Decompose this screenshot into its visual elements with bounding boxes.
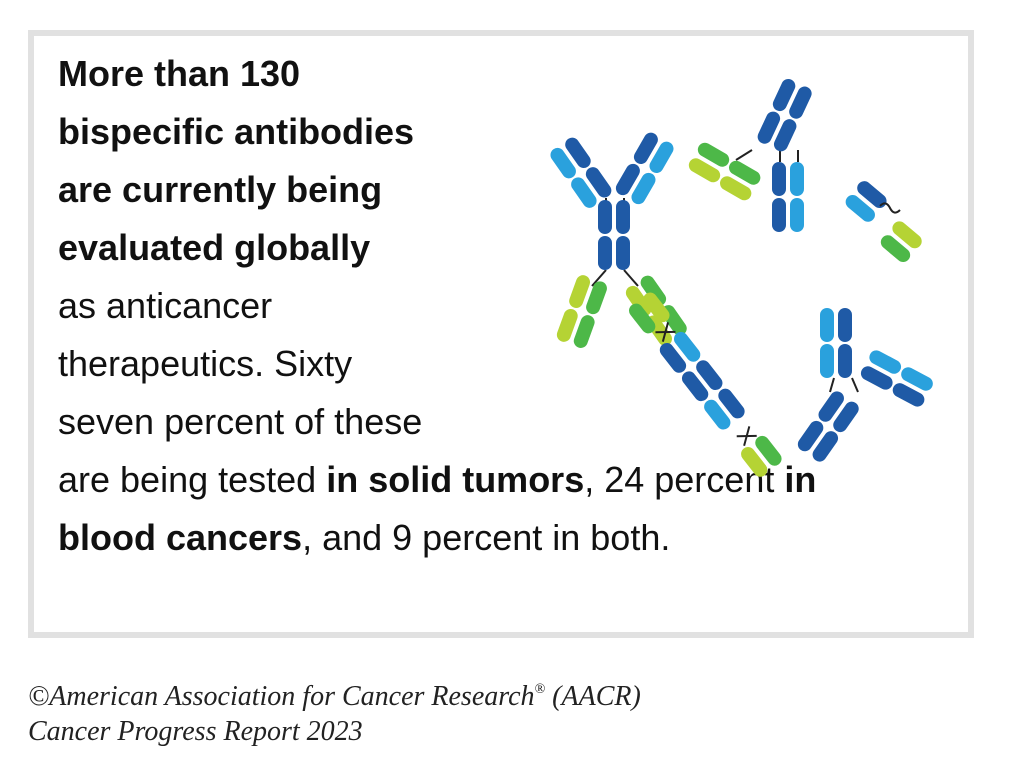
antibody-icon bbox=[629, 292, 782, 477]
antibody-icon bbox=[797, 308, 933, 462]
copyright-org-abbrev: (AACR) bbox=[545, 681, 641, 712]
text-segment: as anticancer bbox=[58, 285, 273, 326]
text-line: seven percent of these bbox=[58, 393, 918, 451]
copyright-footer: ©American Association for Cancer Researc… bbox=[28, 672, 641, 749]
text-segment: seven percent of these bbox=[58, 401, 423, 442]
text-line: as anticancer bbox=[58, 277, 918, 335]
registered-mark: ® bbox=[534, 682, 546, 697]
text-segment: evaluated globally bbox=[58, 227, 371, 268]
text-segment: blood cancers bbox=[58, 517, 303, 558]
text-line: More than 130 bbox=[58, 45, 918, 103]
infographic-card bbox=[28, 30, 974, 638]
antibody-icon bbox=[688, 78, 812, 232]
text-line: blood cancers, and 9 percent in both. bbox=[58, 509, 918, 567]
text-line: therapeutics. Sixty bbox=[58, 335, 918, 393]
copyright-line: ©American Association for Cancer Researc… bbox=[28, 672, 641, 714]
bispecific-antibodies-illustration bbox=[550, 78, 933, 477]
infographic-text: More than 130 bispecific antibodies are … bbox=[58, 45, 918, 567]
antibody-icon bbox=[550, 132, 687, 348]
text-line: bispecific antibodies bbox=[58, 103, 918, 161]
antibody-fragment-icon bbox=[845, 181, 922, 263]
text-segment: in solid tumors bbox=[326, 459, 585, 500]
text-line: evaluated globally bbox=[58, 219, 918, 277]
text-segment: in bbox=[784, 459, 817, 500]
text-segment: More than 130 bbox=[58, 53, 301, 94]
text-segment: , and 9 percent in both. bbox=[302, 517, 671, 558]
text-segment: bispecific antibodies bbox=[58, 111, 415, 152]
text-line: are currently being bbox=[58, 161, 918, 219]
copyright-text: ©American Association for Cancer Researc… bbox=[28, 681, 535, 712]
text-segment: are being tested bbox=[58, 459, 327, 500]
text-segment: therapeutics. Sixty bbox=[58, 343, 353, 384]
text-segment: are currently being bbox=[58, 169, 383, 210]
text-line: are being tested in solid tumors, 24 per… bbox=[58, 451, 918, 509]
report-title: Cancer Progress Report 2023 bbox=[28, 716, 363, 747]
